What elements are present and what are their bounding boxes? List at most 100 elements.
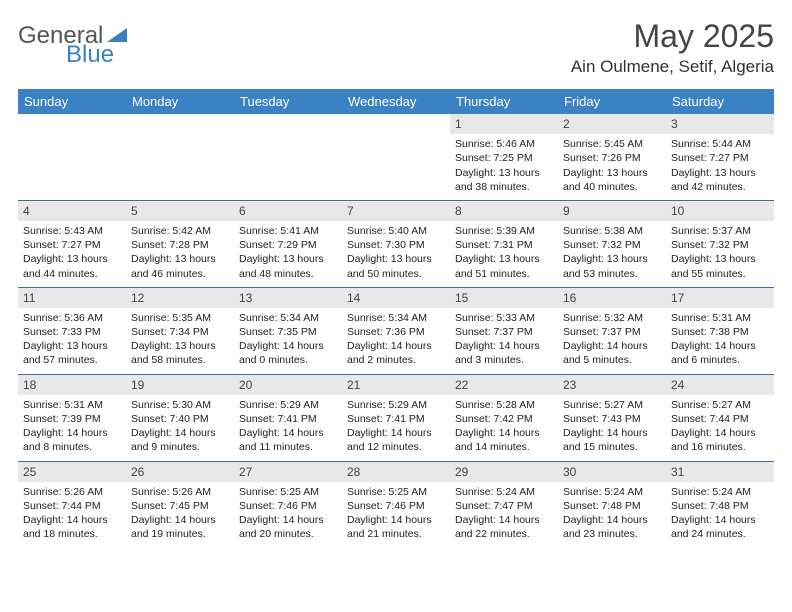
sunrise-text: Sunrise: 5:34 AM bbox=[239, 311, 337, 325]
calendar-week-row: ....1Sunrise: 5:46 AMSunset: 7:25 PMDayl… bbox=[18, 114, 774, 200]
sunrise-text: Sunrise: 5:33 AM bbox=[455, 311, 553, 325]
daylight-text: Daylight: 14 hours and 3 minutes. bbox=[455, 339, 553, 367]
daylight-text: Daylight: 14 hours and 11 minutes. bbox=[239, 426, 337, 454]
sunset-text: Sunset: 7:28 PM bbox=[131, 238, 229, 252]
sunrise-text: Sunrise: 5:24 AM bbox=[671, 485, 769, 499]
calendar-day-cell: 21Sunrise: 5:29 AMSunset: 7:41 PMDayligh… bbox=[342, 374, 450, 461]
sunset-text: Sunset: 7:35 PM bbox=[239, 325, 337, 339]
sunrise-text: Sunrise: 5:27 AM bbox=[671, 398, 769, 412]
day-number: 22 bbox=[450, 375, 558, 395]
day-number: 26 bbox=[126, 462, 234, 482]
sunrise-text: Sunrise: 5:32 AM bbox=[563, 311, 661, 325]
day-number: 17 bbox=[666, 288, 774, 308]
daylight-text: Daylight: 14 hours and 6 minutes. bbox=[671, 339, 769, 367]
sunset-text: Sunset: 7:48 PM bbox=[563, 499, 661, 513]
sunrise-text: Sunrise: 5:25 AM bbox=[347, 485, 445, 499]
daylight-text: Daylight: 13 hours and 44 minutes. bbox=[23, 252, 121, 280]
day-number: 9 bbox=[558, 201, 666, 221]
day-number: 28 bbox=[342, 462, 450, 482]
day-number: 30 bbox=[558, 462, 666, 482]
sunset-text: Sunset: 7:27 PM bbox=[23, 238, 121, 252]
sunrise-text: Sunrise: 5:37 AM bbox=[671, 224, 769, 238]
day-number: 14 bbox=[342, 288, 450, 308]
daylight-text: Daylight: 13 hours and 38 minutes. bbox=[455, 166, 553, 194]
calendar-day-cell: 26Sunrise: 5:26 AMSunset: 7:45 PMDayligh… bbox=[126, 461, 234, 547]
sunrise-text: Sunrise: 5:27 AM bbox=[563, 398, 661, 412]
sunset-text: Sunset: 7:45 PM bbox=[131, 499, 229, 513]
sunrise-text: Sunrise: 5:29 AM bbox=[347, 398, 445, 412]
sunrise-text: Sunrise: 5:34 AM bbox=[347, 311, 445, 325]
logo-text-blue: Blue bbox=[66, 41, 114, 68]
calendar-week-row: 4Sunrise: 5:43 AMSunset: 7:27 PMDaylight… bbox=[18, 200, 774, 287]
calendar-day-cell: 11Sunrise: 5:36 AMSunset: 7:33 PMDayligh… bbox=[18, 287, 126, 374]
sunrise-text: Sunrise: 5:28 AM bbox=[455, 398, 553, 412]
calendar-day-cell: 10Sunrise: 5:37 AMSunset: 7:32 PMDayligh… bbox=[666, 200, 774, 287]
calendar-day-cell: . bbox=[126, 114, 234, 200]
calendar-day-cell: 18Sunrise: 5:31 AMSunset: 7:39 PMDayligh… bbox=[18, 374, 126, 461]
daylight-text: Daylight: 14 hours and 0 minutes. bbox=[239, 339, 337, 367]
sunset-text: Sunset: 7:41 PM bbox=[347, 412, 445, 426]
daylight-text: Daylight: 13 hours and 51 minutes. bbox=[455, 252, 553, 280]
calendar-day-cell: . bbox=[234, 114, 342, 200]
daylight-text: Daylight: 13 hours and 55 minutes. bbox=[671, 252, 769, 280]
day-number: 2 bbox=[558, 114, 666, 134]
weekday-header: Friday bbox=[558, 89, 666, 114]
sunset-text: Sunset: 7:44 PM bbox=[23, 499, 121, 513]
sunset-text: Sunset: 7:25 PM bbox=[455, 151, 553, 165]
calendar-day-cell: 23 Sunrise: 5:27 AMSunset: 7:43 PMDayligh… bbox=[558, 374, 666, 461]
calendar-week-row: 25Sunrise: 5:26 AMSunset: 7:44 PMDayligh… bbox=[18, 461, 774, 547]
day-number: 24 bbox=[666, 375, 774, 395]
daylight-text: Daylight: 14 hours and 5 minutes. bbox=[563, 339, 661, 367]
calendar-day-cell: 6Sunrise: 5:41 AMSunset: 7:29 PMDaylight… bbox=[234, 200, 342, 287]
calendar-day-cell: 19Sunrise: 5:30 AMSunset: 7:40 PMDayligh… bbox=[126, 374, 234, 461]
sunset-text: Sunset: 7:26 PM bbox=[563, 151, 661, 165]
sunrise-text: Sunrise: 5:24 AM bbox=[455, 485, 553, 499]
calendar-body: ....1Sunrise: 5:46 AMSunset: 7:25 PMDayl… bbox=[18, 114, 774, 547]
daylight-text: Daylight: 14 hours and 14 minutes. bbox=[455, 426, 553, 454]
sunrise-text: Sunrise: 5:36 AM bbox=[23, 311, 121, 325]
sunrise-text: Sunrise: 5:26 AM bbox=[23, 485, 121, 499]
calendar-day-cell: 20Sunrise: 5:29 AMSunset: 7:41 PMDayligh… bbox=[234, 374, 342, 461]
weekday-header: Sunday bbox=[18, 89, 126, 114]
day-number: 3 bbox=[666, 114, 774, 134]
day-number: 21 bbox=[342, 375, 450, 395]
day-number: 5 bbox=[126, 201, 234, 221]
calendar-day-cell: . bbox=[342, 114, 450, 200]
calendar-day-cell: 3Sunrise: 5:44 AMSunset: 7:27 PMDaylight… bbox=[666, 114, 774, 200]
sunrise-text: Sunrise: 5:24 AM bbox=[563, 485, 661, 499]
calendar-day-cell: 25 Sunrise: 5:26 AMSunset: 7:44 PMDayligh… bbox=[18, 461, 126, 547]
day-number: 7 bbox=[342, 201, 450, 221]
day-number: 20 bbox=[234, 375, 342, 395]
daylight-text: Daylight: 14 hours and 9 minutes. bbox=[131, 426, 229, 454]
sunset-text: Sunset: 7:38 PM bbox=[671, 325, 769, 339]
day-number: 6 bbox=[234, 201, 342, 221]
calendar-day-cell: . bbox=[18, 114, 126, 200]
day-number: 27 bbox=[234, 462, 342, 482]
calendar-day-cell: 12Sunrise: 5:35 AMSunset: 7:34 PMDayligh… bbox=[126, 287, 234, 374]
day-number: 23 bbox=[558, 375, 666, 395]
weekday-header: Monday bbox=[126, 89, 234, 114]
day-number: 25 bbox=[18, 462, 126, 482]
sunrise-text: Sunrise: 5:46 AM bbox=[455, 137, 553, 151]
daylight-text: Daylight: 14 hours and 23 minutes. bbox=[563, 513, 661, 541]
calendar-day-cell: 29Sunrise: 5:24 AMSunset: 7:47 PMDayligh… bbox=[450, 461, 558, 547]
sunrise-text: Sunrise: 5:39 AM bbox=[455, 224, 553, 238]
daylight-text: Daylight: 14 hours and 18 minutes. bbox=[23, 513, 121, 541]
calendar-header-row: SundayMondayTuesdayWednesdayThursdayFrid… bbox=[18, 89, 774, 114]
daylight-text: Daylight: 14 hours and 22 minutes. bbox=[455, 513, 553, 541]
sunrise-text: Sunrise: 5:44 AM bbox=[671, 137, 769, 151]
calendar-day-cell: 5Sunrise: 5:42 AMSunset: 7:28 PMDaylight… bbox=[126, 200, 234, 287]
sunset-text: Sunset: 7:43 PM bbox=[563, 412, 661, 426]
day-number: 16 bbox=[558, 288, 666, 308]
calendar-day-cell: 28Sunrise: 5:25 AMSunset: 7:46 PMDayligh… bbox=[342, 461, 450, 547]
sunset-text: Sunset: 7:37 PM bbox=[563, 325, 661, 339]
sunrise-text: Sunrise: 5:41 AM bbox=[239, 224, 337, 238]
calendar-table: SundayMondayTuesdayWednesdayThursdayFrid… bbox=[18, 89, 774, 547]
day-number: 11 bbox=[18, 288, 126, 308]
weekday-header: Wednesday bbox=[342, 89, 450, 114]
daylight-text: Daylight: 14 hours and 15 minutes. bbox=[563, 426, 661, 454]
daylight-text: Daylight: 14 hours and 20 minutes. bbox=[239, 513, 337, 541]
sunrise-text: Sunrise: 5:42 AM bbox=[131, 224, 229, 238]
daylight-text: Daylight: 14 hours and 8 minutes. bbox=[23, 426, 121, 454]
calendar-week-row: 18Sunrise: 5:31 AMSunset: 7:39 PMDayligh… bbox=[18, 374, 774, 461]
